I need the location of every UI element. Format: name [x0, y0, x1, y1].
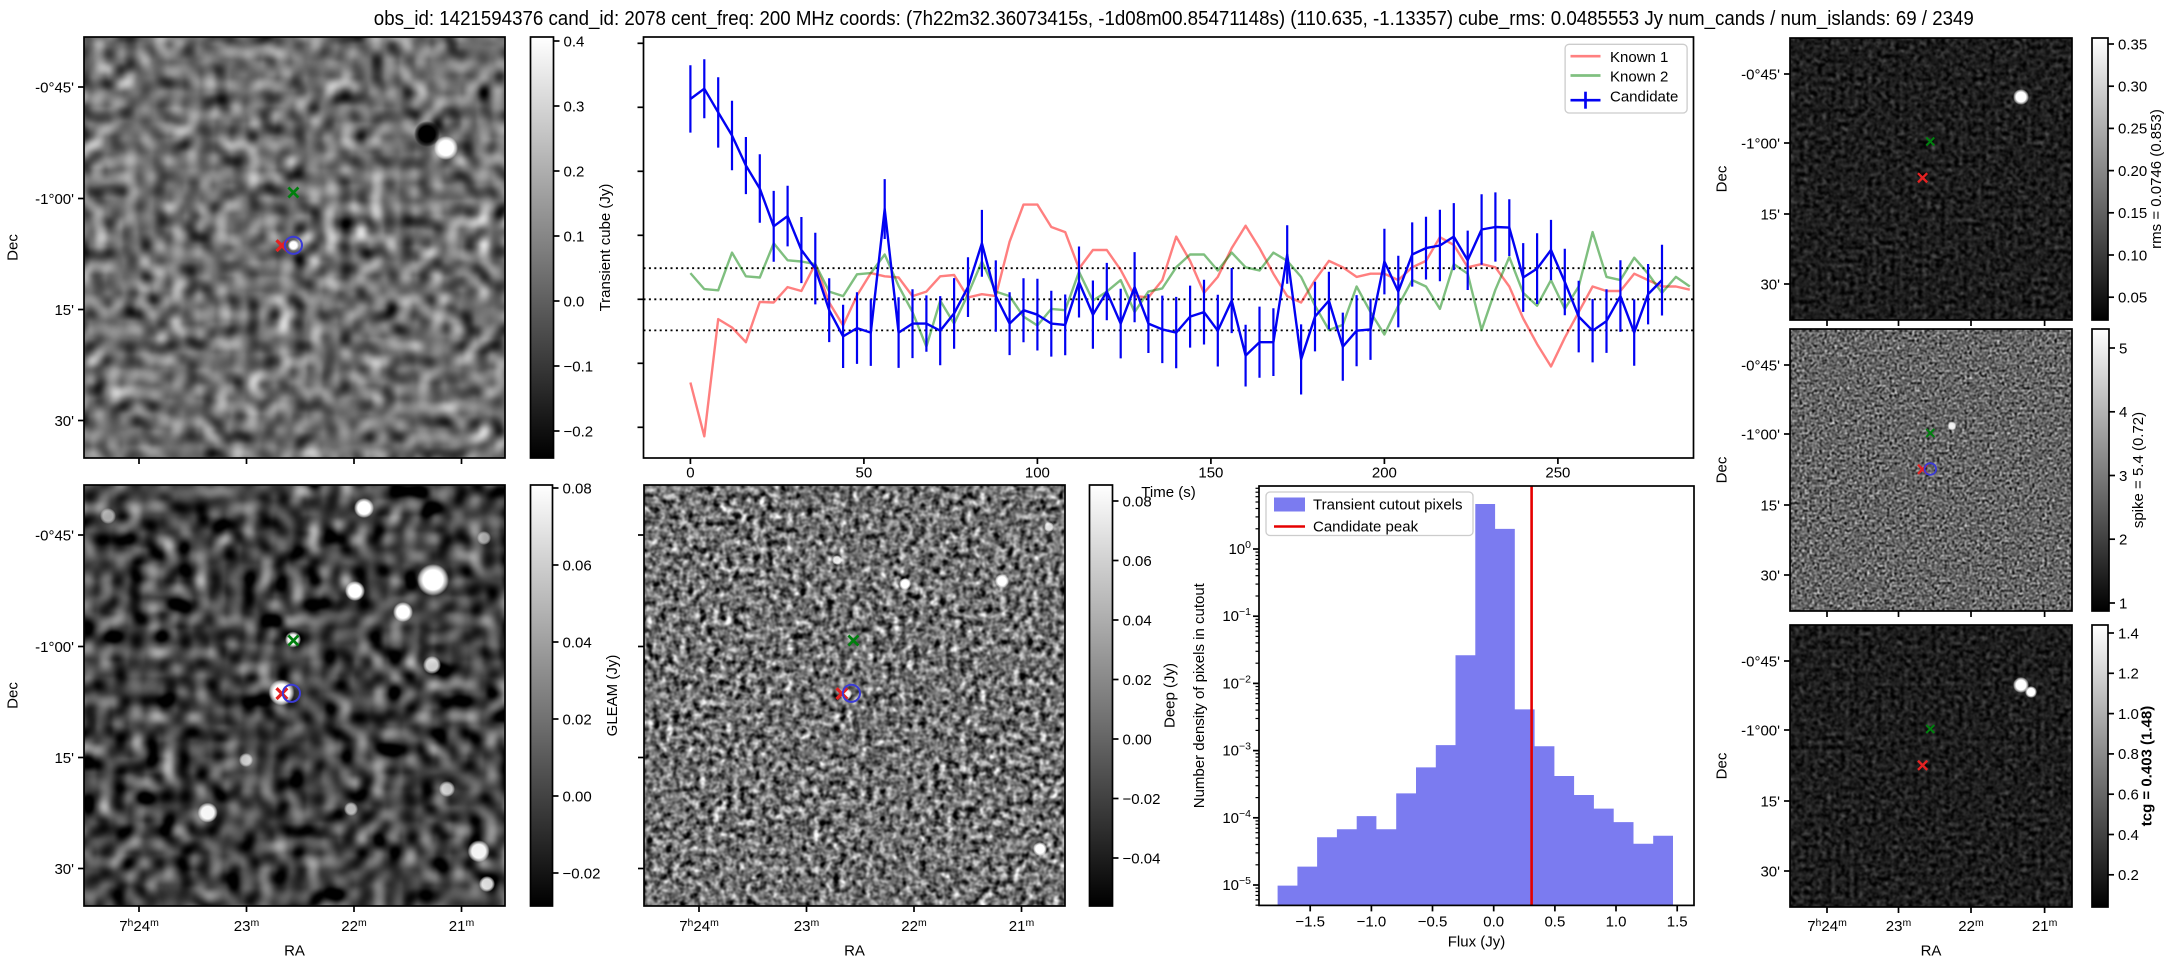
svg-text:-0°45': -0°45'	[1741, 653, 1780, 670]
svg-text:4: 4	[2119, 404, 2127, 421]
svg-text:−0.2: −0.2	[564, 423, 594, 440]
svg-text:150: 150	[1198, 465, 1223, 482]
svg-text:-1°00': -1°00'	[1741, 135, 1780, 152]
svg-text:30': 30'	[54, 861, 74, 878]
svg-text:0.25: 0.25	[2118, 121, 2147, 138]
svg-text:Dec: Dec	[5, 682, 22, 709]
svg-text:0: 0	[686, 465, 694, 482]
svg-text:Dec: Dec	[5, 234, 22, 261]
svg-text:rms = 0.0746 (0.853): rms = 0.0746 (0.853)	[2148, 109, 2165, 249]
svg-text:-0°45': -0°45'	[35, 527, 74, 544]
svg-text:−0.02: −0.02	[563, 865, 601, 882]
svg-text:15': 15'	[54, 302, 74, 319]
svg-text:0.04: 0.04	[563, 634, 592, 651]
svg-text:Flux (Jy): Flux (Jy)	[1448, 934, 1506, 951]
svg-text:RA: RA	[284, 943, 305, 960]
svg-text:0.2: 0.2	[2118, 867, 2139, 884]
svg-text:0.8: 0.8	[2118, 746, 2139, 763]
svg-text:15': 15'	[1760, 793, 1780, 810]
svg-text:Transient cube (Jy): Transient cube (Jy)	[597, 184, 614, 312]
svg-text:0.5: 0.5	[1544, 913, 1565, 930]
svg-text:0.04: 0.04	[1123, 612, 1152, 629]
svg-text:0.00: 0.00	[1123, 731, 1152, 748]
svg-text:0.4: 0.4	[2118, 827, 2139, 844]
svg-text:1.4: 1.4	[2118, 625, 2139, 642]
svg-text:0.06: 0.06	[1123, 553, 1152, 570]
svg-text:0.02: 0.02	[1123, 672, 1152, 689]
svg-text:Transient cutout pixels: Transient cutout pixels	[1313, 497, 1463, 514]
svg-text:0.0: 0.0	[1483, 913, 1504, 930]
svg-text:50: 50	[856, 465, 873, 482]
svg-text:0.00: 0.00	[563, 788, 592, 805]
svg-text:0.20: 0.20	[2118, 163, 2147, 180]
svg-text:−1.5: −1.5	[1295, 913, 1325, 930]
svg-text:30': 30'	[54, 413, 74, 430]
svg-text:spike = 5.4 (0.72): spike = 5.4 (0.72)	[2130, 412, 2147, 528]
svg-text:0.4: 0.4	[564, 33, 585, 50]
svg-text:−0.5: −0.5	[1418, 913, 1448, 930]
svg-text:0.06: 0.06	[563, 557, 592, 574]
svg-text:−0.02: −0.02	[1123, 791, 1161, 808]
svg-text:−0.1: −0.1	[564, 358, 594, 375]
svg-text:Known 2: Known 2	[1610, 69, 1668, 86]
svg-text:obs_id: 1421594376 cand_id: 20: obs_id: 1421594376 cand_id: 2078 cent_fr…	[374, 8, 1974, 30]
svg-text:5: 5	[2119, 340, 2127, 357]
svg-text:Time (s): Time (s)	[1141, 484, 1195, 501]
svg-text:Dec: Dec	[1714, 456, 1731, 483]
svg-text:1.0: 1.0	[1606, 913, 1627, 930]
svg-text:Known 1: Known 1	[1610, 49, 1668, 66]
svg-text:30': 30'	[1760, 863, 1780, 880]
svg-text:0.2: 0.2	[564, 163, 585, 180]
svg-text:15': 15'	[1760, 497, 1780, 514]
svg-text:0.3: 0.3	[564, 98, 585, 115]
svg-text:0.0: 0.0	[564, 293, 585, 310]
svg-text:0.1: 0.1	[564, 228, 585, 245]
svg-text:Dec: Dec	[1714, 165, 1731, 192]
svg-text:0.02: 0.02	[563, 711, 592, 728]
svg-text:1: 1	[2119, 595, 2127, 612]
svg-text:0.6: 0.6	[2118, 787, 2139, 804]
svg-text:2: 2	[2119, 532, 2127, 549]
svg-text:−1.0: −1.0	[1357, 913, 1387, 930]
svg-text:0.10: 0.10	[2118, 247, 2147, 264]
svg-text:0.05: 0.05	[2118, 290, 2147, 307]
svg-text:Deep (Jy): Deep (Jy)	[1162, 663, 1179, 728]
svg-text:0.35: 0.35	[2118, 36, 2147, 53]
svg-text:-1°00': -1°00'	[35, 639, 74, 656]
svg-text:-1°00': -1°00'	[1741, 722, 1780, 739]
svg-text:−0.04: −0.04	[1123, 850, 1161, 867]
svg-text:30': 30'	[1760, 276, 1780, 293]
svg-text:250: 250	[1545, 465, 1570, 482]
svg-text:200: 200	[1372, 465, 1397, 482]
svg-text:Number density of pixels in cu: Number density of pixels in cutout	[1191, 582, 1208, 808]
svg-text:RA: RA	[1921, 943, 1942, 960]
svg-text:-1°00': -1°00'	[1741, 426, 1780, 443]
svg-text:-1°00': -1°00'	[35, 191, 74, 208]
svg-text:0.30: 0.30	[2118, 79, 2147, 96]
svg-text:1.2: 1.2	[2118, 666, 2139, 683]
svg-text:Candidate: Candidate	[1610, 89, 1678, 106]
svg-text:1.5: 1.5	[1667, 913, 1688, 930]
svg-text:0.15: 0.15	[2118, 205, 2147, 222]
svg-text:3: 3	[2119, 468, 2127, 485]
svg-text:15': 15'	[1760, 206, 1780, 223]
svg-text:1.0: 1.0	[2118, 706, 2139, 723]
svg-text:30': 30'	[1760, 567, 1780, 584]
svg-text:Dec: Dec	[1714, 752, 1731, 779]
svg-text:100: 100	[1025, 465, 1050, 482]
svg-text:-0°45': -0°45'	[35, 79, 74, 96]
svg-text:-0°45': -0°45'	[1741, 66, 1780, 83]
svg-text:15': 15'	[54, 750, 74, 767]
svg-text:tcg = 0.403 (1.48): tcg = 0.403 (1.48)	[2139, 706, 2156, 826]
svg-text:-0°45': -0°45'	[1741, 357, 1780, 374]
svg-text:0.08: 0.08	[563, 480, 592, 497]
svg-text:RA: RA	[844, 943, 865, 960]
svg-text:GLEAM (Jy): GLEAM (Jy)	[604, 655, 621, 737]
svg-text:Candidate peak: Candidate peak	[1313, 519, 1419, 536]
svg-text:0.08: 0.08	[1123, 493, 1152, 510]
